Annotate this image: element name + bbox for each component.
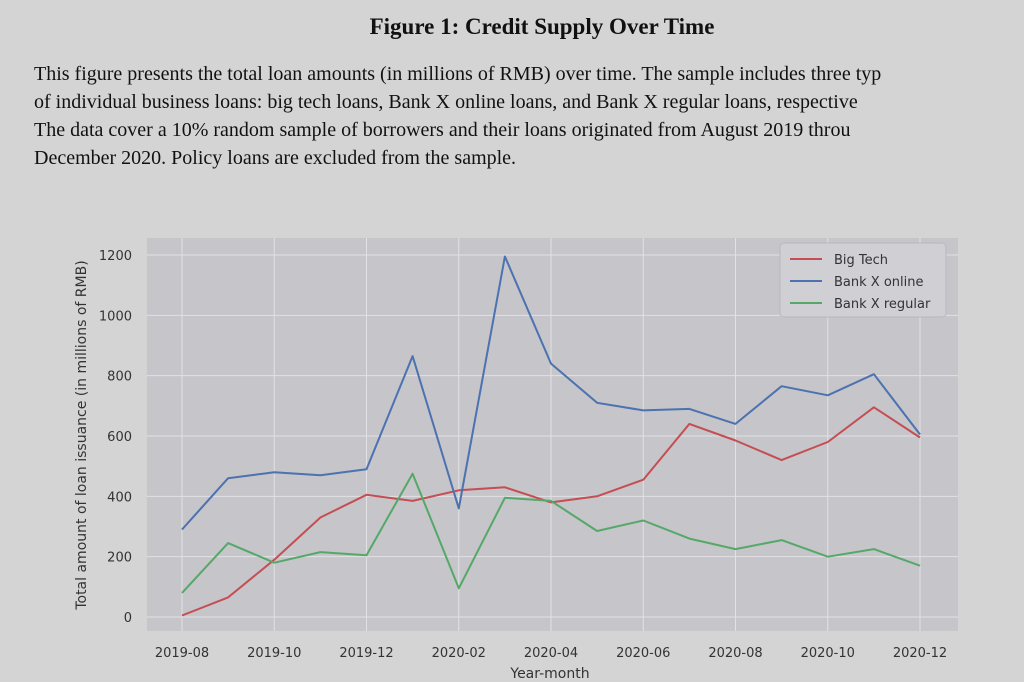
y-tick-label: 200 [107,551,132,566]
x-tick-label: 2020-10 [801,646,855,661]
legend-box [779,242,947,318]
legend-entry: Big Tech [834,253,888,268]
figure-title: Figure 1: Credit Supply Over Time [369,14,715,39]
caption-line-2: of individual business loans: big tech l… [34,91,858,113]
y-tick-label: 600 [107,430,132,445]
grid [147,238,958,631]
series-line-bank-x-regular [181,472,921,594]
y-tick-labels: 0 200 400 600 800 1000 1200 [99,249,132,626]
y-tick-label: 800 [107,370,132,385]
x-tick-label: 2020-12 [893,646,947,661]
legend: Big Tech Bank X online Bank X regular [779,242,947,318]
y-tick-label: 1000 [99,309,132,324]
x-tick-label: 2019-08 [155,646,209,661]
x-tick-labels: 2019-08 2019-10 2019-12 2020-02 2020-04 2020-… [155,646,947,661]
y-tick-label: 400 [107,490,132,505]
figure-caption: This figure presents the total loan amou… [34,60,1024,172]
x-tick-label: 2020-06 [616,646,670,661]
x-tick-label: 2019-10 [247,646,301,661]
y-tick-label: 1200 [99,249,132,264]
x-tick-label: 2019-12 [339,646,393,661]
legend-entry: Bank X regular [834,297,931,312]
caption-line-4: December 2020. Policy loans are excluded… [34,147,517,169]
y-axis-label: Total amount of loan issuance (in millio… [74,260,90,610]
legend-entry: Bank X online [834,275,923,290]
x-tick-label: 2020-02 [432,646,486,661]
x-tick-label: 2020-08 [708,646,762,661]
series-line-big-tech [181,406,921,617]
series-lines [181,255,921,617]
caption-line-1: This figure presents the total loan amou… [34,63,882,85]
series-line-bank-x-online [181,255,921,531]
x-tick-label: 2020-04 [524,646,578,661]
y-tick-label: 0 [124,611,132,626]
x-axis-label: Year-month [509,666,589,682]
caption-line-3: The data cover a 10% random sample of bo… [34,119,851,141]
